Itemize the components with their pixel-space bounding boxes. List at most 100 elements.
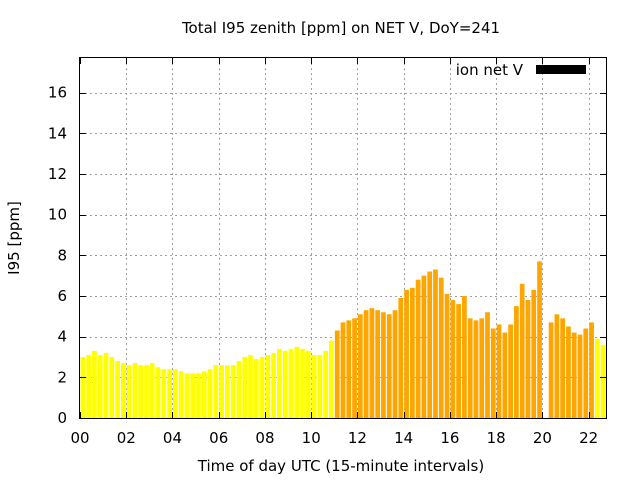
y-tick-label: 10 bbox=[48, 206, 67, 224]
bar bbox=[167, 369, 172, 418]
y-tick-label: 6 bbox=[57, 287, 67, 305]
bar bbox=[317, 354, 323, 418]
bar bbox=[184, 373, 190, 418]
axis-ticks bbox=[80, 58, 606, 419]
x-tick-label: 02 bbox=[117, 429, 136, 447]
bar bbox=[277, 348, 282, 418]
bar bbox=[126, 365, 132, 418]
bar bbox=[265, 354, 271, 418]
bar bbox=[450, 300, 456, 418]
bar bbox=[311, 354, 317, 418]
bar bbox=[514, 306, 519, 418]
bar bbox=[109, 356, 115, 418]
bar bbox=[138, 365, 144, 418]
bar bbox=[456, 304, 461, 418]
bar bbox=[392, 310, 398, 418]
bar bbox=[386, 314, 392, 418]
bar bbox=[282, 350, 288, 418]
grid bbox=[80, 58, 606, 418]
bar bbox=[103, 352, 109, 418]
bar bbox=[357, 314, 363, 418]
bar bbox=[253, 359, 259, 418]
bar bbox=[340, 322, 346, 418]
bar bbox=[225, 365, 230, 418]
bar bbox=[519, 283, 525, 418]
bar bbox=[132, 363, 138, 418]
bar bbox=[589, 322, 594, 418]
bar bbox=[369, 308, 375, 418]
x-tick-label: 04 bbox=[163, 429, 182, 447]
bar bbox=[329, 340, 334, 418]
bar bbox=[230, 365, 236, 418]
plot-frame bbox=[79, 57, 607, 419]
bar bbox=[161, 369, 167, 418]
bars bbox=[80, 261, 606, 418]
y-tick-label: 2 bbox=[57, 368, 67, 386]
bar bbox=[219, 365, 224, 418]
bar bbox=[271, 352, 277, 418]
bar bbox=[173, 369, 178, 418]
bar bbox=[207, 369, 213, 418]
bar bbox=[479, 318, 485, 418]
bar bbox=[485, 312, 490, 418]
bar bbox=[548, 322, 554, 418]
bar bbox=[248, 354, 253, 418]
bar bbox=[537, 261, 542, 418]
bar bbox=[409, 287, 415, 418]
bar bbox=[473, 320, 479, 418]
bar bbox=[363, 310, 369, 418]
legend-swatch bbox=[536, 65, 586, 74]
x-tick-label: 06 bbox=[209, 429, 228, 447]
bar bbox=[92, 350, 97, 418]
bar bbox=[294, 346, 300, 418]
bar bbox=[438, 277, 444, 418]
bar bbox=[305, 350, 311, 418]
y-axis-label: I95 [ppm] bbox=[5, 201, 23, 275]
y-tick-label: 8 bbox=[57, 246, 67, 264]
bar bbox=[531, 289, 537, 418]
bar bbox=[462, 295, 467, 418]
x-tick-labels: 00 02 04 06 08 10 12 14 16 18 20 22 bbox=[70, 429, 598, 447]
bar bbox=[144, 365, 149, 418]
bar bbox=[381, 312, 386, 418]
y-tick-label: 12 bbox=[48, 165, 67, 183]
bar bbox=[427, 271, 433, 418]
bar bbox=[149, 363, 155, 418]
legend-label: ion net V bbox=[456, 61, 524, 79]
bar bbox=[502, 332, 508, 418]
bar bbox=[560, 318, 566, 418]
y-tick-labels: 0 2 4 6 8 10 12 14 16 bbox=[48, 84, 67, 427]
bar bbox=[196, 373, 201, 418]
bar bbox=[398, 298, 404, 418]
bar bbox=[571, 332, 577, 418]
bar bbox=[490, 328, 496, 418]
bar bbox=[80, 356, 86, 418]
bar bbox=[554, 314, 560, 418]
bar bbox=[323, 350, 329, 418]
bar bbox=[178, 371, 184, 418]
bar bbox=[86, 354, 92, 418]
bar bbox=[120, 363, 126, 418]
bar bbox=[201, 371, 207, 418]
x-tick-label: 18 bbox=[487, 429, 506, 447]
x-tick-label: 14 bbox=[394, 429, 413, 447]
x-tick-label: 00 bbox=[70, 429, 89, 447]
bar bbox=[259, 356, 265, 418]
bar bbox=[190, 373, 196, 418]
bar bbox=[352, 318, 357, 418]
y-tick-label: 14 bbox=[48, 124, 67, 142]
bar bbox=[415, 279, 421, 418]
bar bbox=[300, 348, 305, 418]
bar bbox=[421, 275, 427, 418]
bar bbox=[288, 348, 294, 418]
bar bbox=[97, 354, 103, 418]
y-tick-label: 4 bbox=[57, 328, 67, 346]
bar bbox=[566, 326, 571, 418]
bar bbox=[444, 293, 450, 418]
bar bbox=[508, 324, 513, 418]
bar bbox=[577, 334, 583, 418]
y-tick-label: 16 bbox=[48, 84, 67, 102]
bar bbox=[375, 310, 381, 418]
bar bbox=[346, 320, 352, 418]
